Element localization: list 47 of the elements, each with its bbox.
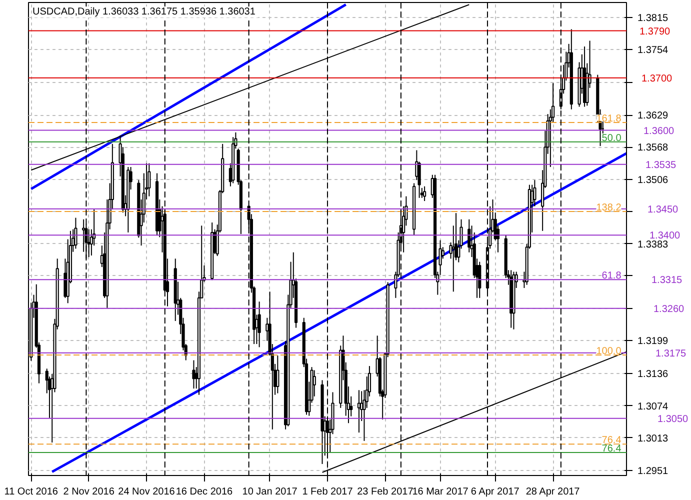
candlestick (276, 355, 280, 394)
candlestick (258, 301, 261, 348)
x-tick-label: 1 Feb 2017 (302, 486, 354, 498)
candlestick (74, 217, 78, 250)
x-tick-label: 6 Apr 2017 (470, 486, 520, 498)
candlestick (192, 360, 196, 390)
x-tick-label: 28 Apr 2017 (526, 486, 580, 498)
chart-title: USDCAD,Daily 1.36033 1.36175 1.35936 1.36031 (32, 6, 256, 18)
y-tick-label: 1.3136 (638, 368, 669, 380)
ref-line-label: 1.3175 (656, 348, 687, 360)
x-tick-label: 16 Dec 2016 (176, 486, 234, 498)
x-tick-label: 23 Feb 2017 (357, 486, 414, 498)
y-tick-label: 1.3074 (638, 401, 669, 412)
x-tick-label: 16 Mar 2017 (412, 486, 469, 498)
candlestick (312, 370, 316, 397)
candlestick (148, 162, 151, 197)
ref-line-label: 1.3535 (646, 160, 677, 171)
y-tick-label: 1.3754 (638, 45, 669, 56)
ref-line-label: 1.3315 (652, 275, 683, 286)
annotation: 50.0 (602, 132, 622, 144)
y-tick-label: 1.3199 (638, 336, 669, 347)
ref-line-label: 1.3400 (650, 230, 681, 242)
annotation: 100.0 (596, 346, 622, 358)
ref-line-label: 1.3790 (640, 26, 671, 38)
annotation: 161.8 (596, 113, 622, 124)
candlestick (468, 218, 471, 253)
y-tick-label: 1.3506 (638, 175, 669, 186)
ref-line-label: 1.3450 (648, 204, 679, 216)
x-tick-label: 24 Nov 2016 (118, 486, 176, 498)
ref-line-label: 1.3260 (654, 304, 685, 315)
annotation: 138.2 (596, 202, 622, 214)
y-tick-label: 1.3013 (638, 433, 669, 444)
x-tick-label: 10 Jan 2017 (242, 486, 298, 498)
y-tick-label: 1.3629 (638, 110, 669, 122)
candlestick (422, 186, 426, 202)
x-tick-label: 2 Nov 2016 (63, 486, 115, 498)
y-tick-label: 1.3568 (638, 142, 669, 154)
ref-line-label: 1.3600 (644, 126, 675, 137)
y-tick-label: 1.3815 (638, 13, 669, 24)
y-tick-label: 1.2951 (638, 466, 669, 477)
ref-line-label: 1.3050 (658, 414, 689, 425)
candlestick (64, 258, 67, 298)
ref-line-label: 1.3700 (642, 73, 673, 84)
candlestick (478, 261, 482, 298)
annotation: 61.8 (602, 270, 622, 282)
x-tick-label: 11 Oct 2016 (4, 486, 58, 498)
y-tick-label: 1.3383 (638, 239, 669, 250)
